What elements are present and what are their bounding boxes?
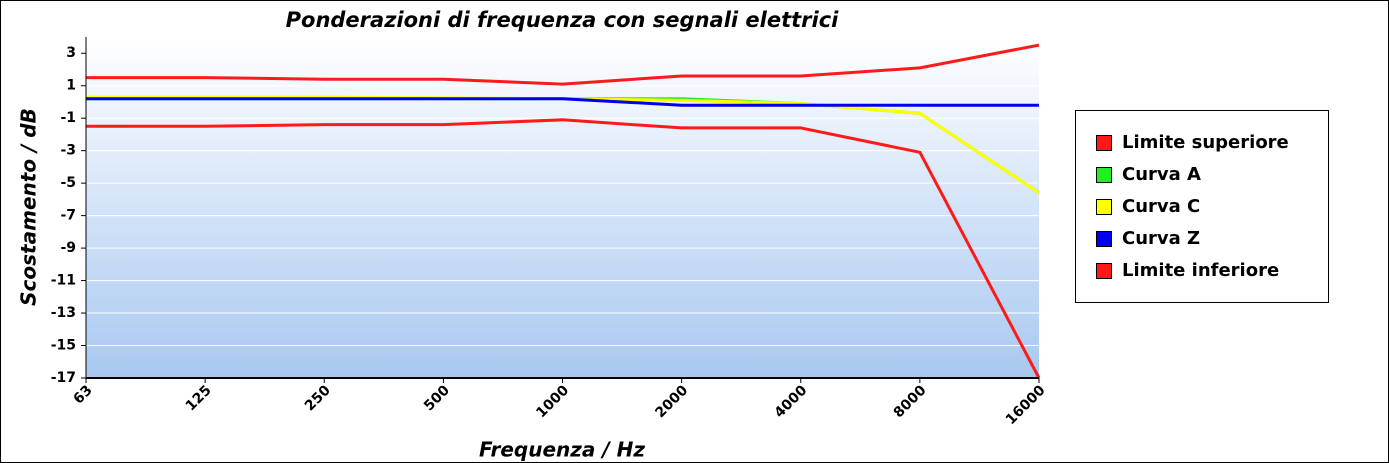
plot-area	[86, 37, 1039, 378]
y-tick-label: -1	[60, 110, 76, 126]
y-tick-label: -11	[51, 273, 76, 289]
legend-swatch	[1096, 263, 1112, 279]
chart-title: Ponderazioni di frequenza con segnali el…	[286, 8, 840, 32]
legend-label: Limite inferiore	[1122, 260, 1279, 281]
legend-label: Curva C	[1122, 196, 1200, 217]
legend-label: Limite superiore	[1122, 132, 1289, 153]
y-tick-label: -7	[60, 208, 76, 224]
series-line	[86, 97, 1039, 107]
legend-swatch	[1096, 199, 1112, 215]
legend-swatch	[1096, 167, 1112, 183]
series-line	[86, 118, 1041, 379]
y-tick-label: 1	[66, 78, 76, 94]
y-tick-label: -13	[51, 305, 76, 321]
y-tick-label: 3	[66, 45, 76, 61]
legend-swatch	[1096, 231, 1112, 247]
y-tick-label: -15	[51, 338, 76, 354]
legend-label: Curva Z	[1122, 228, 1200, 249]
legend-swatch	[1096, 135, 1112, 151]
y-axis-label: Scostamento / dB	[17, 108, 41, 306]
y-tick-label: -3	[60, 143, 76, 159]
y-tick-label: -17	[51, 370, 76, 386]
y-tick-label: -5	[60, 175, 76, 191]
legend	[1075, 110, 1329, 303]
x-axis-label: Frequenza / Hz	[479, 438, 645, 462]
series-line	[86, 43, 1040, 86]
legend-label: Curva A	[1122, 164, 1201, 185]
y-tick-label: -9	[60, 240, 76, 256]
